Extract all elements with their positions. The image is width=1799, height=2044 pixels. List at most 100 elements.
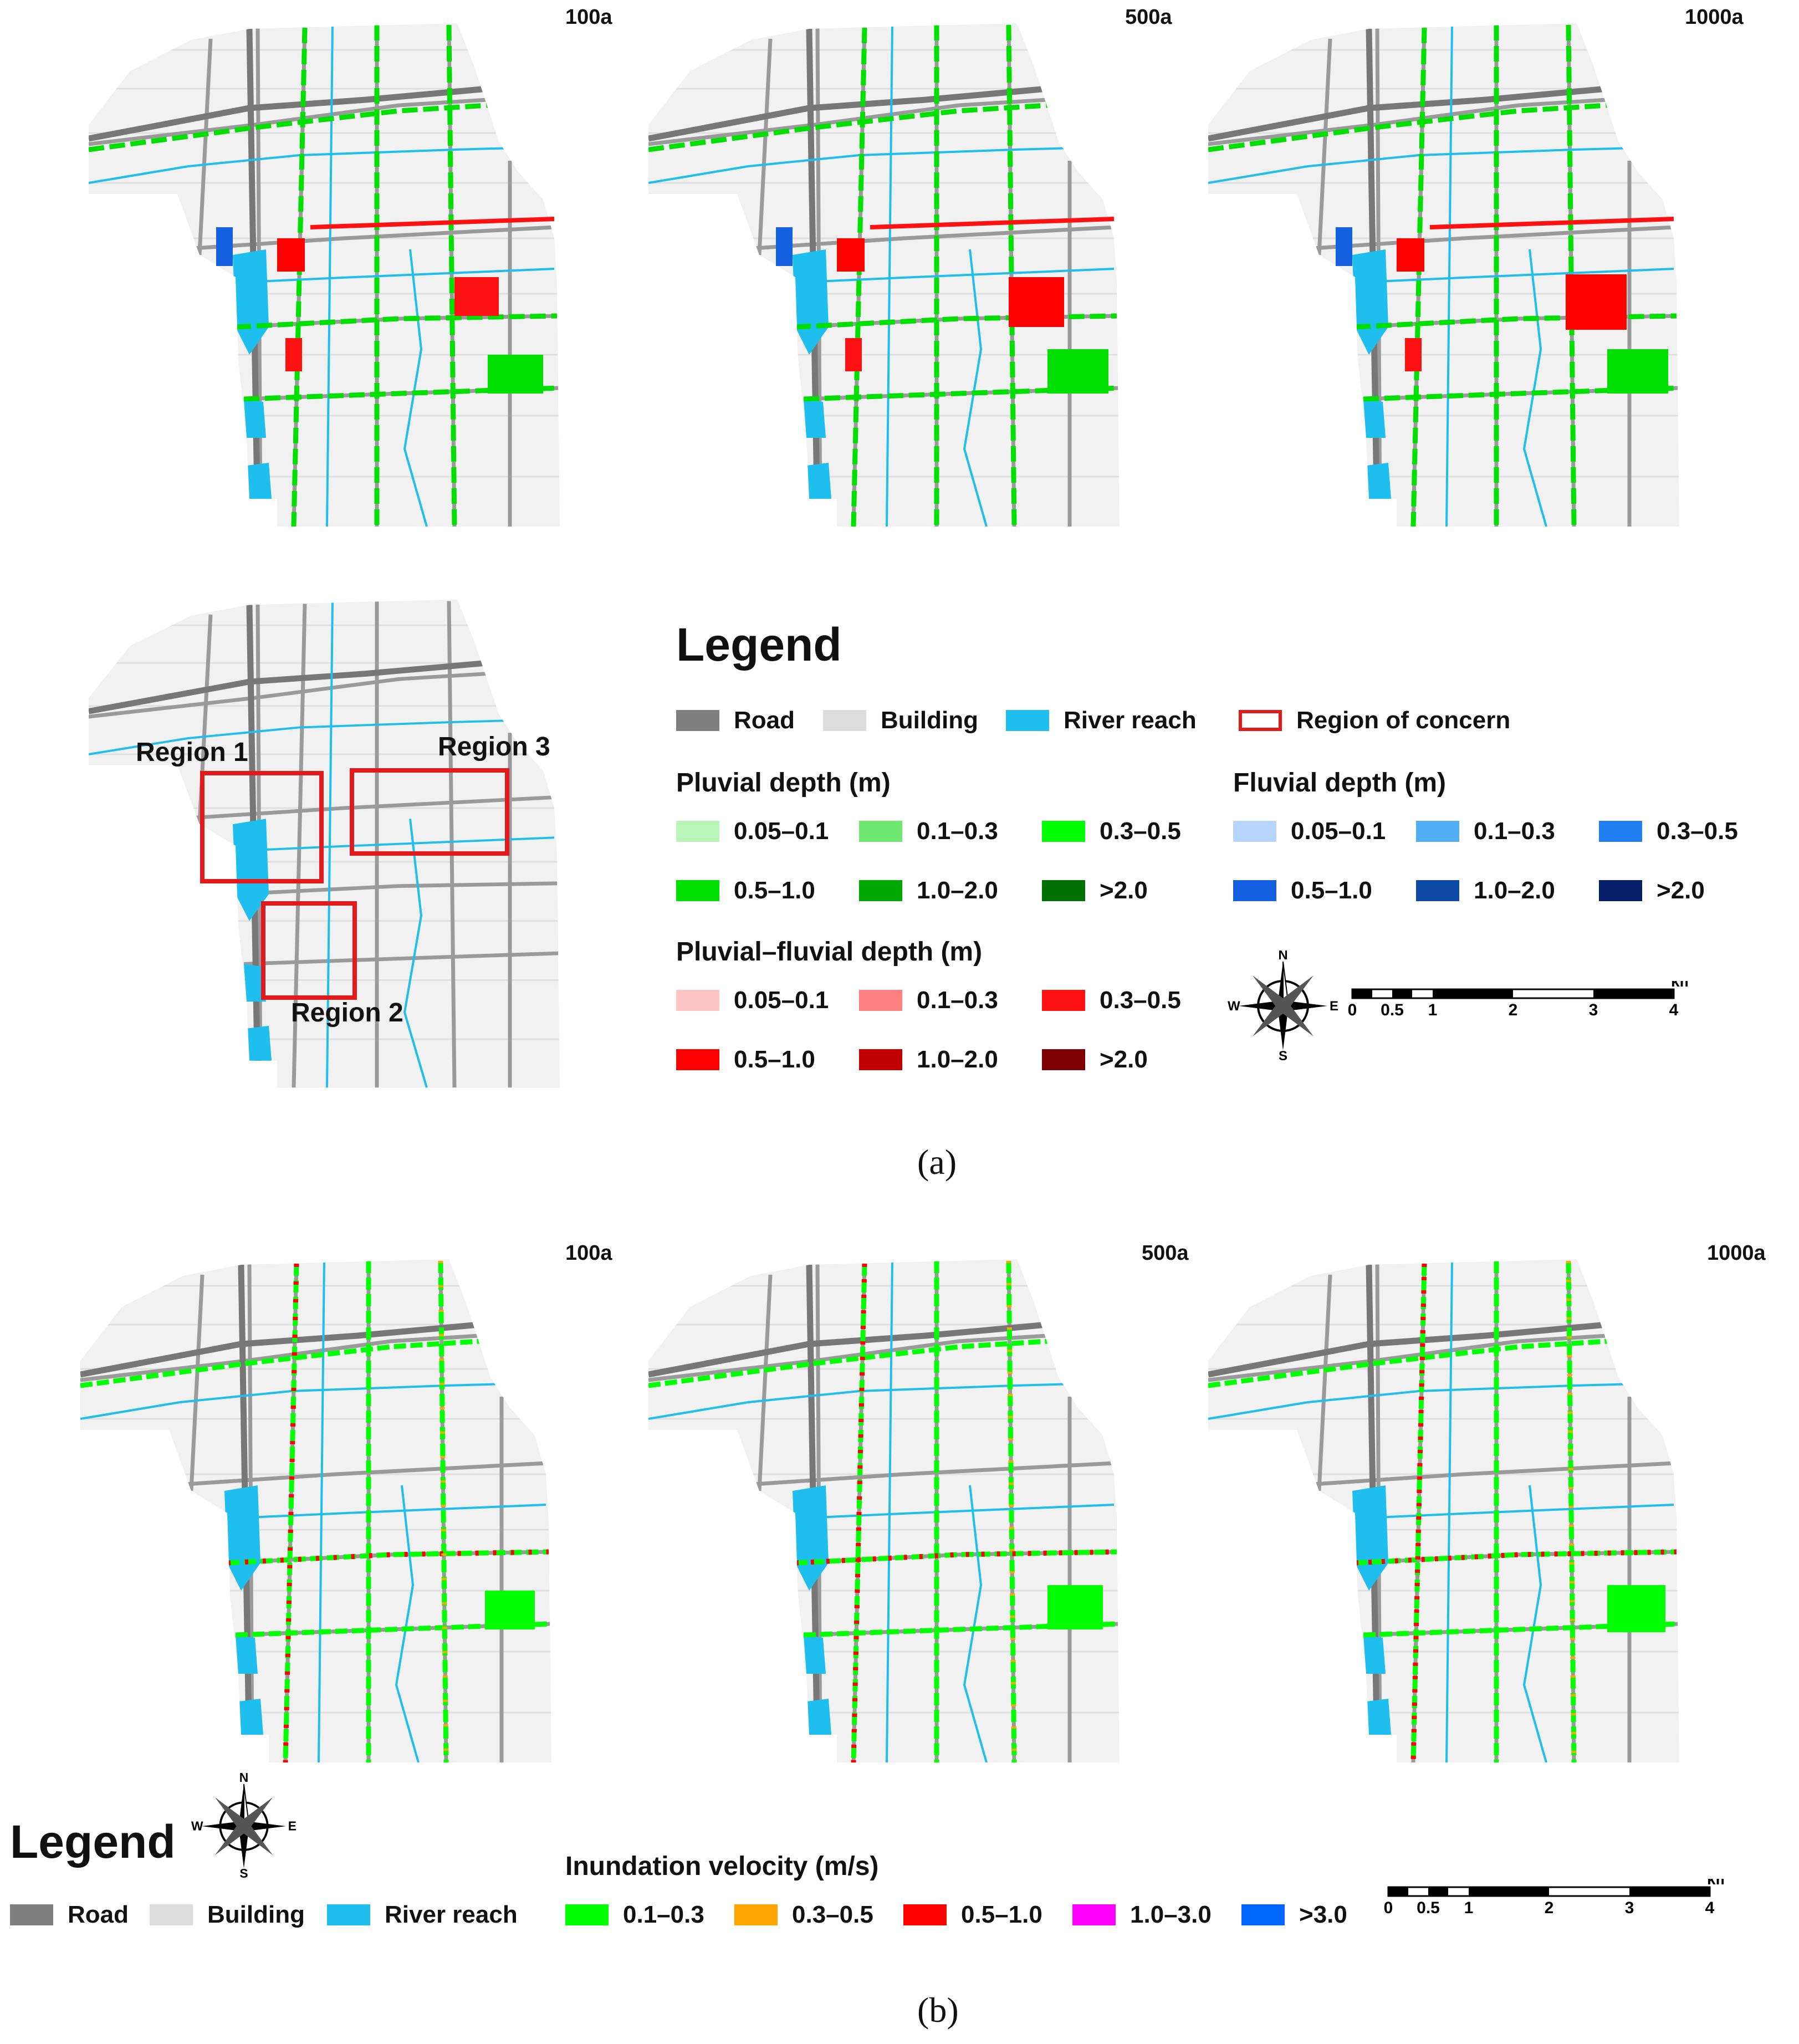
map-title-a-100a: 100a bbox=[565, 6, 612, 29]
regions-overview-map bbox=[55, 599, 587, 1097]
fluvial-title: Fluvial depth (m) bbox=[1233, 768, 1446, 798]
scale-unit: km bbox=[1671, 981, 1688, 990]
velocity-patch bbox=[1047, 1585, 1103, 1629]
legend-label: >3.0 bbox=[1299, 1901, 1347, 1928]
legend-label: 0.05–0.1 bbox=[734, 817, 829, 845]
swatch bbox=[565, 1904, 609, 1925]
legend-label: 0.3–0.5 bbox=[1657, 817, 1738, 845]
pluvial-class: 0.1–0.3 bbox=[859, 817, 998, 845]
legend-label: 0.3–0.5 bbox=[1100, 987, 1181, 1014]
legend-label: Road bbox=[68, 1901, 129, 1928]
legend-item-road: Road bbox=[10, 1901, 129, 1929]
compass-w: W bbox=[1228, 999, 1240, 1014]
legend-label: 0.05–0.1 bbox=[734, 987, 829, 1014]
swatch bbox=[734, 1904, 778, 1925]
pluvial-class: 1.0–2.0 bbox=[859, 877, 998, 905]
building-swatch bbox=[823, 710, 866, 731]
pf-class: 0.05–0.1 bbox=[676, 987, 829, 1014]
depth-map-1000a bbox=[1186, 17, 1696, 532]
region-swatch bbox=[1239, 710, 1282, 731]
region-3-box bbox=[350, 768, 509, 856]
velocity-title: Inundation velocity (m/s) bbox=[565, 1852, 879, 1881]
legend-label: >2.0 bbox=[1657, 877, 1705, 904]
pluvial-class: 0.3–0.5 bbox=[1042, 817, 1181, 845]
compass-w: W bbox=[191, 1819, 203, 1833]
scale-tick: 0.5 bbox=[1417, 1899, 1440, 1917]
scale-tick: 1 bbox=[1428, 1001, 1438, 1019]
scale-tick: 2 bbox=[1545, 1899, 1554, 1917]
swatch bbox=[676, 990, 719, 1011]
compass-e: E bbox=[1330, 999, 1338, 1014]
fluvial-class: >2.0 bbox=[1599, 877, 1705, 905]
swatch bbox=[903, 1904, 947, 1925]
caption-b: (b) bbox=[917, 1990, 959, 2030]
velocity-patch bbox=[485, 1591, 535, 1629]
north-arrow-icon: N S E W bbox=[1228, 951, 1338, 1061]
scale-tick: 3 bbox=[1625, 1899, 1634, 1917]
swatch bbox=[1599, 821, 1642, 842]
velocity-map-100a bbox=[58, 1253, 568, 1768]
fluvial-class: 0.1–0.3 bbox=[1416, 817, 1555, 845]
legend-title-a: Legend bbox=[676, 619, 842, 671]
pluvial-title: Pluvial depth (m) bbox=[676, 768, 891, 798]
region-3-label: Region 3 bbox=[438, 732, 550, 762]
depth-flood-patches bbox=[776, 217, 1115, 394]
velocity-map-1000a bbox=[1186, 1253, 1696, 1768]
legend-label: 0.1–0.3 bbox=[623, 1901, 704, 1928]
velocity-class: 1.0–3.0 bbox=[1072, 1901, 1212, 1929]
swatch bbox=[1072, 1904, 1116, 1925]
legend-label: 0.05–0.1 bbox=[1291, 817, 1386, 845]
pluvial-class: 0.05–0.1 bbox=[676, 817, 829, 845]
map-title-a-500a: 500a bbox=[1125, 6, 1172, 29]
scale-tick: 1 bbox=[1464, 1899, 1474, 1917]
road-swatch bbox=[10, 1904, 53, 1925]
scale-tick: 2 bbox=[1509, 1001, 1518, 1019]
swatch bbox=[676, 880, 719, 901]
pf-class: >2.0 bbox=[1042, 1046, 1148, 1074]
map-title-b-100a: 100a bbox=[565, 1241, 612, 1265]
pluvial-class: >2.0 bbox=[1042, 877, 1148, 905]
river-swatch bbox=[327, 1904, 370, 1925]
scale-unit: km bbox=[1707, 1879, 1724, 1888]
legend-item-building: Building bbox=[823, 707, 978, 734]
legend-label: 0.1–0.3 bbox=[1474, 817, 1555, 845]
velocity-class: 0.5–1.0 bbox=[903, 1901, 1042, 1929]
velocity-class: 0.1–0.3 bbox=[565, 1901, 704, 1929]
legend-label: River reach bbox=[385, 1901, 518, 1928]
legend-label: >2.0 bbox=[1100, 877, 1148, 904]
swatch bbox=[1042, 990, 1085, 1011]
legend-label: 1.0–2.0 bbox=[917, 1046, 998, 1073]
legend-item-river: River reach bbox=[1006, 707, 1197, 734]
legend-label: Region of concern bbox=[1296, 707, 1511, 734]
map-title-a-1000a: 1000a bbox=[1685, 6, 1744, 29]
north-arrow-icon: N S E W bbox=[191, 1771, 297, 1881]
legend-item-building: Building bbox=[150, 1901, 305, 1929]
swatch bbox=[1233, 821, 1276, 842]
swatch bbox=[1241, 1904, 1285, 1925]
swatch bbox=[1042, 880, 1085, 901]
river-swatch bbox=[1006, 710, 1049, 731]
compass-n: N bbox=[1278, 951, 1287, 963]
legend-item-road: Road bbox=[676, 707, 795, 734]
legend-item-river: River reach bbox=[327, 1901, 518, 1929]
swatch bbox=[1233, 880, 1276, 901]
region-1-label: Region 1 bbox=[136, 738, 248, 767]
region-1-box bbox=[200, 771, 324, 883]
compass-s: S bbox=[239, 1866, 248, 1881]
scale-tick: 0.5 bbox=[1381, 1001, 1404, 1019]
legend-label: >2.0 bbox=[1100, 1046, 1148, 1073]
fluvial-class: 0.5–1.0 bbox=[1233, 877, 1372, 905]
pluvial-fluvial-title: Pluvial–fluvial depth (m) bbox=[676, 937, 983, 967]
scale-bar-a: 0 0.5 1 2 3 4 km bbox=[1348, 981, 1688, 1019]
velocity-class: 0.3–0.5 bbox=[734, 1901, 873, 1929]
swatch bbox=[1042, 1049, 1085, 1070]
pf-class: 0.1–0.3 bbox=[859, 987, 998, 1014]
legend-label: 1.0–3.0 bbox=[1130, 1901, 1212, 1928]
compass-n: N bbox=[239, 1771, 248, 1785]
depth-map-500a bbox=[626, 17, 1136, 532]
legend-label: Road bbox=[734, 707, 795, 734]
velocity-map-500a bbox=[626, 1253, 1136, 1768]
pf-class: 1.0–2.0 bbox=[859, 1046, 998, 1074]
pf-class: 0.5–1.0 bbox=[676, 1046, 815, 1074]
scale-bar-b: 0 0.5 1 2 3 4 km bbox=[1384, 1879, 1724, 1917]
